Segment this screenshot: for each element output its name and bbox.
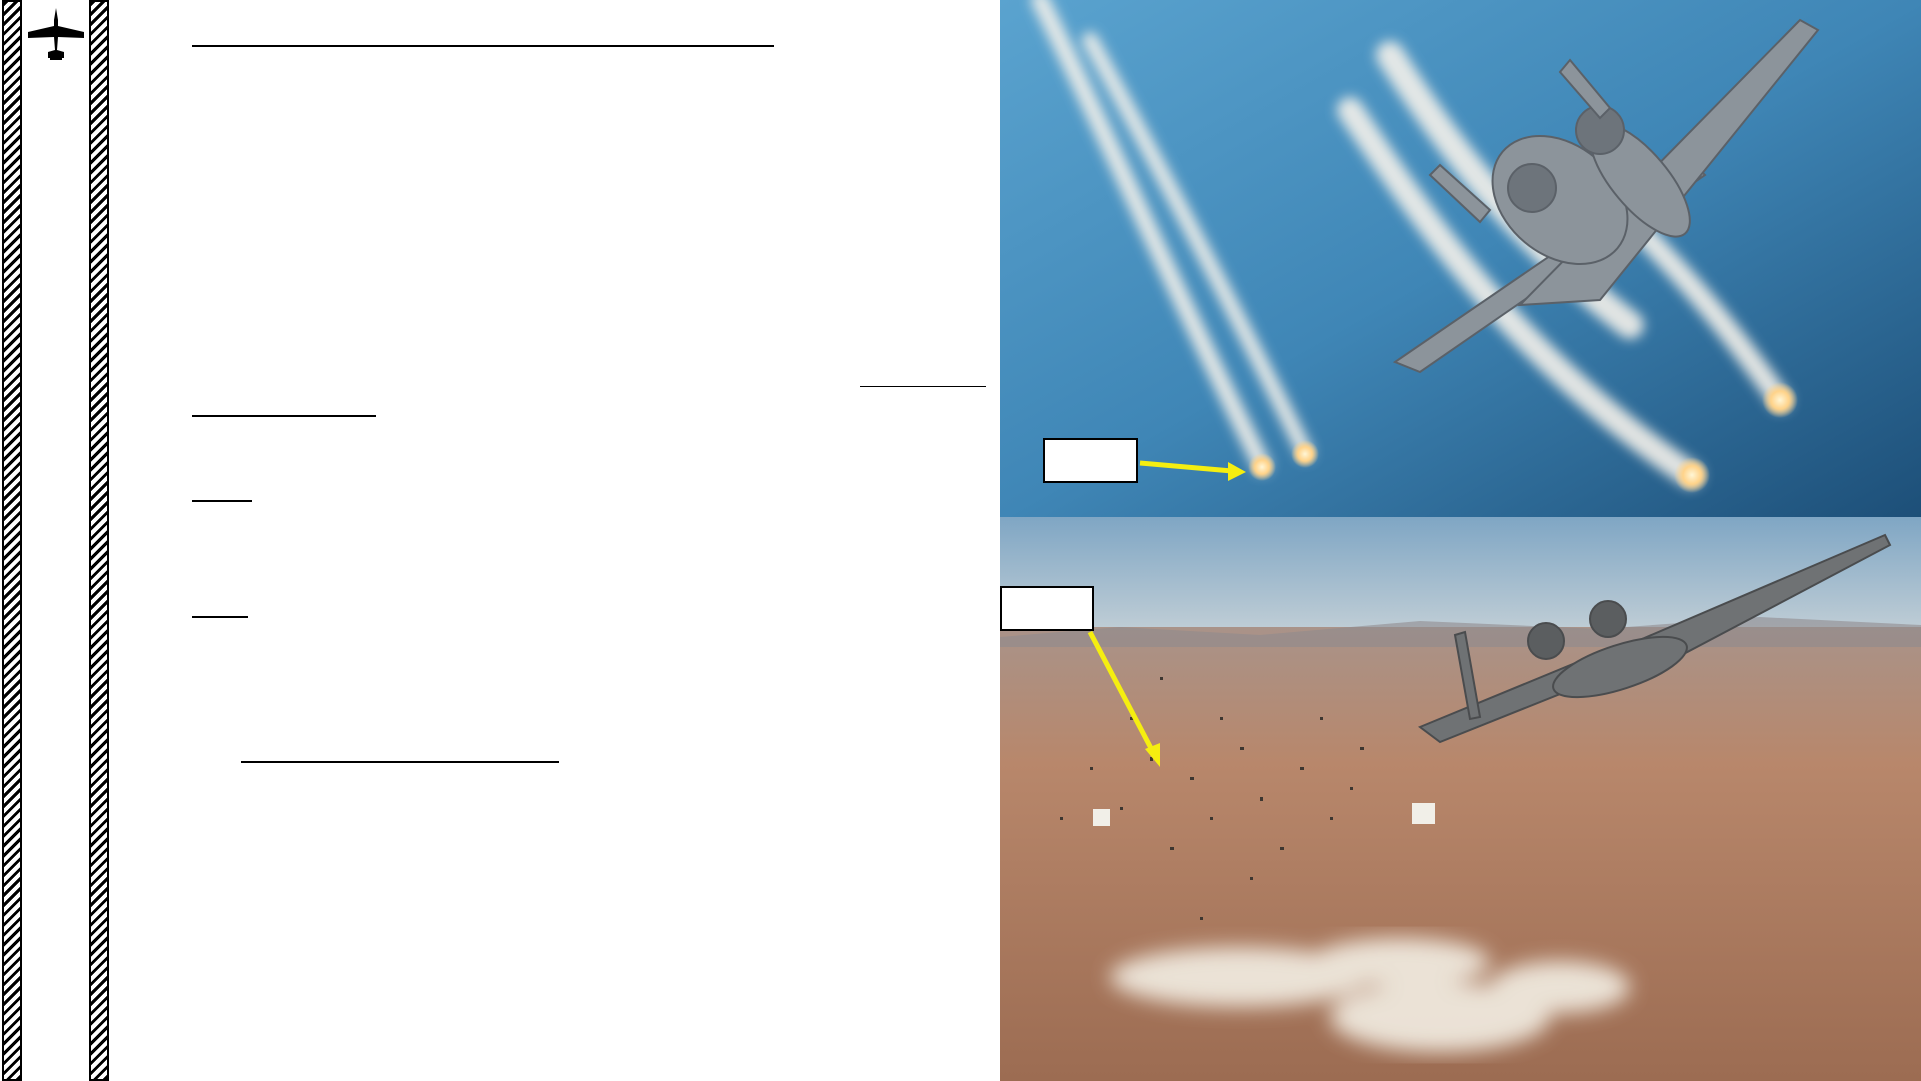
aircraft-silhouette-icon (28, 8, 84, 60)
section-underline-chaff (192, 616, 248, 618)
section-underline-flare (192, 500, 252, 502)
paragraph-underline-1 (860, 386, 986, 387)
left-rail-stripe (2, 0, 22, 1081)
title-underline (192, 45, 774, 47)
flare-photo (1000, 0, 1921, 517)
chaff-callout-box (1000, 586, 1094, 631)
paragraph-underline-2 (192, 415, 376, 417)
flare-callout-box (1043, 438, 1138, 483)
subsection-underline (241, 761, 559, 763)
right-rail-stripe (89, 0, 109, 1081)
chaff-photo (1000, 517, 1921, 1081)
